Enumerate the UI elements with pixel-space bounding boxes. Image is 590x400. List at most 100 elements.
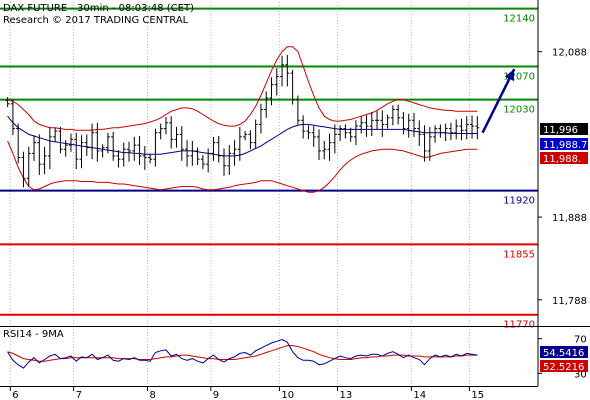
price-bar xyxy=(443,123,448,141)
price-bar xyxy=(21,151,26,188)
price-bar xyxy=(90,123,95,160)
y-tick-label: 11,888 xyxy=(552,213,587,224)
price-bar xyxy=(53,127,58,142)
price-bar xyxy=(95,122,100,162)
x-tick-label: 7 xyxy=(76,390,82,400)
price-bar xyxy=(169,116,174,149)
svg-text:11,988.: 11,988. xyxy=(543,154,581,165)
price-bar xyxy=(142,145,147,170)
rsi-y-tick-label: 70 xyxy=(574,335,587,346)
last-value-tag: 11,988.7 xyxy=(540,138,588,151)
price-bar xyxy=(285,54,290,87)
last-value-tag: 11,988. xyxy=(540,152,588,165)
x-tick-label: 6 xyxy=(12,390,18,400)
price-bar xyxy=(301,115,306,139)
price-bar xyxy=(280,55,285,87)
price-bar xyxy=(311,126,316,147)
price-bar xyxy=(316,129,321,161)
price-bar xyxy=(5,97,10,108)
price-bar xyxy=(401,112,406,135)
price-bar xyxy=(26,146,31,187)
y-tick-label: 12,088 xyxy=(552,48,587,59)
price-bar xyxy=(211,136,216,161)
price-bar xyxy=(42,146,47,175)
price-bar xyxy=(338,125,343,141)
price-bar xyxy=(385,114,390,129)
price-bars xyxy=(5,54,480,188)
price-bar xyxy=(63,140,68,157)
svg-text:52.5216: 52.5216 xyxy=(543,362,584,373)
price-bar xyxy=(417,120,422,146)
rsi-value-tag: 54.5416 xyxy=(540,346,588,359)
price-bar xyxy=(111,131,116,161)
price-bar xyxy=(74,132,79,170)
price-bar xyxy=(290,69,295,105)
rsi-panel: 70 30 54.5416 52.5216 xyxy=(7,335,588,380)
forecast-arrow xyxy=(481,68,516,134)
price-bar xyxy=(433,125,438,143)
price-bar xyxy=(68,133,73,152)
price-bar xyxy=(454,119,459,140)
rsi-line xyxy=(7,338,478,369)
price-bar xyxy=(406,113,411,138)
price-bar xyxy=(243,131,248,141)
price-bar xyxy=(427,126,432,161)
price-bar xyxy=(353,120,358,146)
price-bar xyxy=(327,133,332,161)
price-bar xyxy=(459,118,464,141)
price-bar xyxy=(121,142,126,167)
price-bar xyxy=(206,148,211,173)
y-tick-label: 11,788 xyxy=(552,296,587,307)
bollinger-upper-line xyxy=(7,46,478,131)
price-bar xyxy=(32,135,37,161)
resistance-label: 12030 xyxy=(503,105,535,116)
price-bar xyxy=(306,125,311,140)
moving-average-line xyxy=(7,115,478,157)
price-bar xyxy=(222,148,227,176)
price-bar xyxy=(148,154,153,164)
price-bar xyxy=(396,104,401,125)
price-bar xyxy=(37,134,42,175)
price-bar xyxy=(132,136,137,161)
price-bar xyxy=(227,145,232,175)
target-label: 11855 xyxy=(503,249,535,260)
price-bar xyxy=(158,123,163,140)
x-tick-label: 15 xyxy=(471,390,484,400)
price-bar xyxy=(332,124,337,154)
price-bar xyxy=(163,116,168,135)
copyright-label: Research © 2017 TRADING CENTRAL xyxy=(3,15,189,26)
svg-text:11,996: 11,996 xyxy=(543,125,578,136)
price-bar xyxy=(195,147,200,165)
price-bar xyxy=(322,140,327,160)
price-bar xyxy=(116,150,121,168)
price-bar xyxy=(47,126,52,170)
price-bar xyxy=(10,99,15,136)
x-tick-label: 8 xyxy=(149,390,155,400)
horizontal-levels: 12140 12070 12030 11920 11855 11770 xyxy=(0,7,538,331)
price-bar xyxy=(100,144,105,158)
price-bar xyxy=(359,116,364,134)
price-bar xyxy=(348,127,353,142)
chart-title: DAX FUTURE - 30min - 08:03:48 (CET) xyxy=(3,3,194,14)
price-bar xyxy=(174,126,179,148)
price-bar xyxy=(248,130,253,150)
x-tick-label: 9 xyxy=(213,390,219,400)
price-bar xyxy=(137,136,142,165)
price-bar xyxy=(153,128,158,167)
price-bar xyxy=(380,110,385,137)
price-bar xyxy=(470,115,475,139)
price-bar xyxy=(185,140,190,167)
price-bar xyxy=(390,105,395,126)
support-label: 11920 xyxy=(503,196,535,207)
forecast-arrow-head xyxy=(504,69,515,82)
price-bar xyxy=(422,125,427,162)
last-value-tag: 11,996 xyxy=(540,123,588,136)
price-bar xyxy=(295,95,300,125)
price-bar xyxy=(190,140,195,166)
price-bar xyxy=(369,112,374,137)
resistance-label: 12140 xyxy=(503,14,535,25)
bollinger-bands xyxy=(7,46,478,193)
price-bar xyxy=(79,135,84,169)
